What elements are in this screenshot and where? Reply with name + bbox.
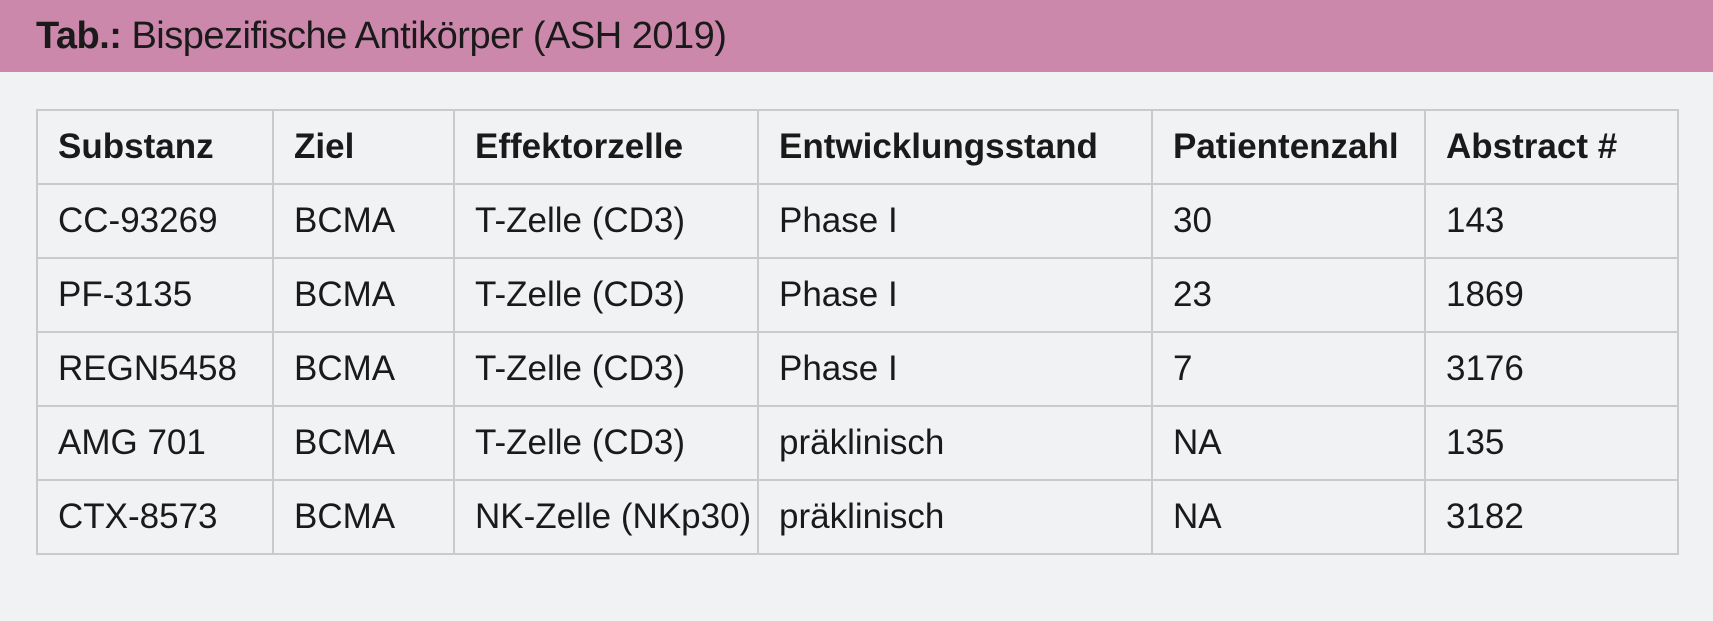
cell-substanz: AMG 701 xyxy=(36,405,274,481)
cell-abstract: 3182 xyxy=(1424,479,1679,555)
header-substanz: Substanz xyxy=(36,109,274,185)
cell-effektorzelle: T-Zelle (CD3) xyxy=(453,257,759,333)
table-title-bar: Tab.: Bispezifische Antikörper (ASH 2019… xyxy=(0,0,1713,72)
cell-abstract: 3176 xyxy=(1424,331,1679,407)
cell-substanz: REGN5458 xyxy=(36,331,274,407)
cell-patientenzahl: 7 xyxy=(1151,331,1426,407)
header-abstract: Abstract # xyxy=(1424,109,1679,185)
cell-entwicklungsstand: präklinisch xyxy=(757,405,1153,481)
header-entwicklungsstand: Entwicklungsstand xyxy=(757,109,1153,185)
header-patientenzahl: Patientenzahl xyxy=(1151,109,1426,185)
antibody-table: Substanz Ziel Effektorzelle Entwicklungs… xyxy=(36,109,1679,555)
cell-effektorzelle: T-Zelle (CD3) xyxy=(453,331,759,407)
cell-ziel: BCMA xyxy=(272,405,455,481)
table-title: Bispezifische Antikörper (ASH 2019) xyxy=(131,14,727,57)
cell-ziel: BCMA xyxy=(272,479,455,555)
cell-entwicklungsstand: Phase I xyxy=(757,331,1153,407)
table-row: AMG 701 BCMA T-Zelle (CD3) präklinisch N… xyxy=(36,405,1679,481)
cell-substanz: PF-3135 xyxy=(36,257,274,333)
cell-ziel: BCMA xyxy=(272,257,455,333)
cell-substanz: CTX-8573 xyxy=(36,479,274,555)
cell-entwicklungsstand: präklinisch xyxy=(757,479,1153,555)
cell-entwicklungsstand: Phase I xyxy=(757,257,1153,333)
cell-patientenzahl: 30 xyxy=(1151,183,1426,259)
cell-patientenzahl: 23 xyxy=(1151,257,1426,333)
table-row: CTX-8573 BCMA NK-Zelle (NKp30) präklinis… xyxy=(36,479,1679,555)
table-header-row: Substanz Ziel Effektorzelle Entwicklungs… xyxy=(36,109,1679,185)
table-row: CC-93269 BCMA T-Zelle (CD3) Phase I 30 1… xyxy=(36,183,1679,259)
header-ziel: Ziel xyxy=(272,109,455,185)
table-row: REGN5458 BCMA T-Zelle (CD3) Phase I 7 31… xyxy=(36,331,1679,407)
cell-patientenzahl: NA xyxy=(1151,405,1426,481)
cell-effektorzelle: T-Zelle (CD3) xyxy=(453,405,759,481)
table-row: PF-3135 BCMA T-Zelle (CD3) Phase I 23 18… xyxy=(36,257,1679,333)
table-title-prefix: Tab.: xyxy=(36,14,122,57)
cell-abstract: 143 xyxy=(1424,183,1679,259)
cell-ziel: BCMA xyxy=(272,331,455,407)
cell-patientenzahl: NA xyxy=(1151,479,1426,555)
header-effektorzelle: Effektorzelle xyxy=(453,109,759,185)
cell-abstract: 135 xyxy=(1424,405,1679,481)
cell-substanz: CC-93269 xyxy=(36,183,274,259)
cell-abstract: 1869 xyxy=(1424,257,1679,333)
cell-ziel: BCMA xyxy=(272,183,455,259)
cell-effektorzelle: NK-Zelle (NKp30) xyxy=(453,479,759,555)
cell-effektorzelle: T-Zelle (CD3) xyxy=(453,183,759,259)
cell-entwicklungsstand: Phase I xyxy=(757,183,1153,259)
